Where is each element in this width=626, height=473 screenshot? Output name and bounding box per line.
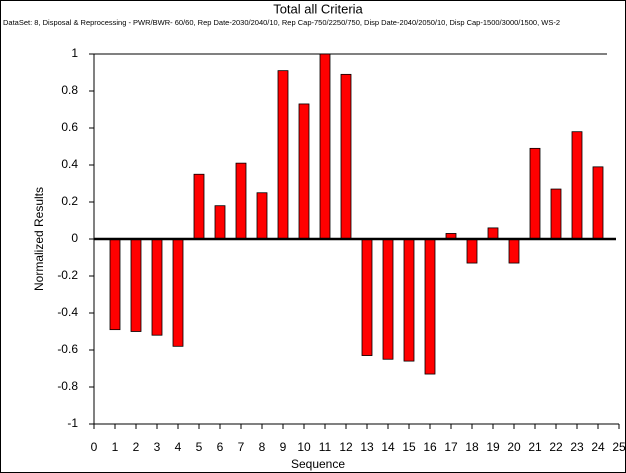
y-axis-label: Normalized Results [32, 187, 46, 291]
y-tick-label: 0.8 [61, 83, 78, 97]
x-tick-label: 21 [528, 440, 542, 454]
x-tick-label: 15 [402, 440, 416, 454]
x-axis-label: Sequence [291, 457, 345, 471]
bar [403, 238, 415, 362]
y-tick-label: 0.4 [61, 157, 78, 171]
bar [592, 166, 604, 240]
bar [424, 238, 436, 375]
bar [235, 162, 247, 240]
y-tick-label: 0 [71, 231, 78, 245]
y-tick-label: 1 [71, 46, 78, 60]
x-tick-label: 2 [133, 440, 140, 454]
bar [529, 147, 541, 240]
x-tick-label: 7 [238, 440, 245, 454]
bar [109, 238, 121, 331]
x-tick-label: 25 [612, 440, 626, 454]
bar [466, 238, 478, 264]
y-tick-label: -0.4 [57, 305, 78, 319]
bar [193, 173, 205, 240]
x-tick-label: 24 [591, 440, 605, 454]
bar [382, 238, 394, 360]
bar [214, 205, 226, 240]
x-tick-label: 17 [444, 440, 458, 454]
x-tick-label: 23 [570, 440, 584, 454]
bar [172, 238, 184, 347]
x-tick-label: 16 [423, 440, 437, 454]
x-tick-label: 9 [280, 440, 287, 454]
x-tick-label: 1 [112, 440, 119, 454]
bar [319, 53, 331, 240]
x-tick-label: 3 [154, 440, 161, 454]
x-tick-label: 8 [259, 440, 266, 454]
bar [151, 238, 163, 336]
y-tick-label: -0.2 [57, 268, 78, 282]
bar [571, 131, 583, 240]
bar [256, 192, 268, 240]
x-tick-label: 5 [196, 440, 203, 454]
bar [130, 238, 142, 332]
x-tick-label: 6 [217, 440, 224, 454]
x-tick-label: 20 [507, 440, 521, 454]
bar [508, 238, 520, 264]
x-tick-label: 14 [381, 440, 395, 454]
x-tick-label: 0 [91, 440, 98, 454]
bar [361, 238, 373, 356]
x-tick-label: 18 [465, 440, 479, 454]
y-tick-label: -1 [67, 416, 78, 430]
y-tick-label: -0.8 [57, 379, 78, 393]
x-tick-label: 10 [297, 440, 311, 454]
bar [277, 70, 289, 240]
chart-subtitle: DataSet: 8, Disposal & Reprocessing - PW… [3, 18, 560, 27]
y-tick-label: -0.6 [57, 342, 78, 356]
y-tick-label: 0.6 [61, 120, 78, 134]
bar [298, 103, 310, 240]
x-tick-label: 4 [175, 440, 182, 454]
x-tick-label: 12 [339, 440, 353, 454]
x-tick-label: 13 [360, 440, 374, 454]
bar [487, 227, 499, 240]
chart-title: Total all Criteria [273, 1, 363, 16]
bar [550, 188, 562, 240]
y-tick-label: 0.2 [61, 194, 78, 208]
bar [340, 73, 352, 240]
x-tick-label: 22 [549, 440, 563, 454]
x-tick-label: 11 [319, 440, 332, 454]
x-tick-label: 19 [486, 440, 500, 454]
